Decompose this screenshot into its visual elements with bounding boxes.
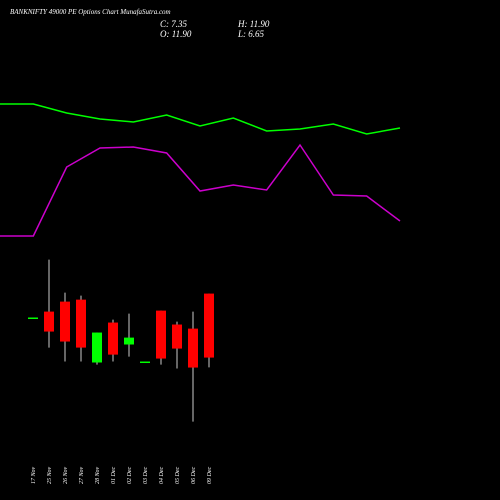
indicator-line <box>0 143 401 237</box>
x-tick-label: 04 Dec <box>158 467 165 484</box>
candle-body <box>124 337 134 345</box>
x-tick-label: 17 Nov <box>31 466 37 484</box>
candle-body <box>204 293 214 358</box>
candle-body <box>108 322 118 355</box>
candle-body <box>92 332 102 363</box>
low-text: L: 6.65 <box>237 29 265 39</box>
x-tick-label: 01 Dec <box>111 467 117 484</box>
high-text: H: 11.90 <box>237 19 270 29</box>
candle-body <box>188 328 198 368</box>
chart-title: BANKNIFTY 49000 PE Options Chart MunafaS… <box>10 8 171 16</box>
candle-body <box>44 311 54 332</box>
x-tick-label: 03 Dec <box>143 467 149 484</box>
x-tick-label: 28 Nov <box>95 466 101 484</box>
x-tick-label: 09 Dec <box>207 467 213 484</box>
x-tick-label: 27 Nov <box>79 466 85 484</box>
candle-body <box>28 317 38 319</box>
candle-body <box>156 310 166 359</box>
candle-body <box>172 324 182 349</box>
candle-body <box>60 301 70 342</box>
x-tick-label: 02 Dec <box>127 467 133 484</box>
candle-body <box>76 299 86 348</box>
x-tick-label: 06 Dec <box>191 467 197 484</box>
x-tick-label: 26 Nov <box>63 466 69 484</box>
x-tick-label: 05 Dec <box>175 467 181 484</box>
candle-body <box>140 361 150 364</box>
open-text: O: 11.90 <box>160 29 192 39</box>
x-tick-label: 25 Nov <box>47 466 53 484</box>
indicator-line <box>0 103 401 135</box>
close-text: C: 7.35 <box>160 19 188 29</box>
